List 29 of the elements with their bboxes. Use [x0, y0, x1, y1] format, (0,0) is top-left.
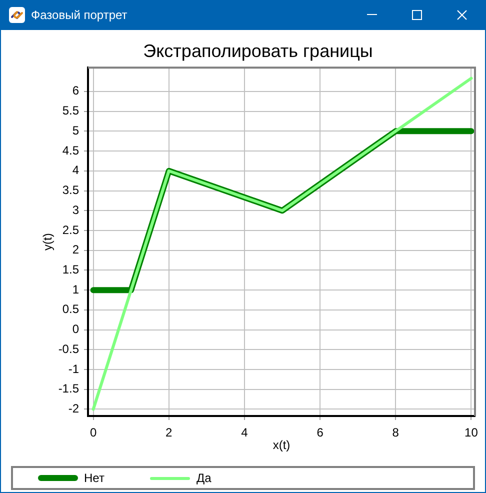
x-tick-label: 4	[241, 426, 248, 440]
y-tick-label: -1	[68, 362, 80, 376]
y-tick-label: 3	[72, 202, 80, 217]
y-tick-label: 4.5	[62, 143, 80, 158]
y-tick-label: 1.5	[62, 262, 80, 277]
legend-label: Да	[196, 471, 212, 485]
text: Фазовый портрет	[31, 7, 128, 23]
x-axis-title: x(t)	[272, 438, 290, 452]
y-tick-label: -2	[68, 402, 80, 416]
y-tick-label: 3.5	[62, 183, 80, 198]
chart-title: Экстраполировать границы	[143, 40, 373, 61]
y-axis-title: y(t)	[40, 233, 55, 250]
legend-label: Нет	[84, 471, 104, 485]
x-tick-label: 0	[90, 426, 97, 440]
y-tick-label: 0.5	[62, 302, 80, 316]
y-tick-label: 4	[72, 163, 80, 178]
x-tick-label: 8	[392, 426, 400, 440]
y-tick-label: 6	[72, 84, 80, 98]
y-tick-label: 5	[72, 123, 80, 138]
x-tick-label: 6	[316, 426, 324, 440]
y-tick-label: 2	[72, 242, 80, 257]
y-tick-label: 5.5	[62, 104, 80, 118]
y-tick-label: -0.5	[58, 342, 80, 356]
y-tick-label: 2.5	[62, 222, 80, 237]
x-tick-label: 2	[166, 426, 173, 440]
y-tick-label: 0	[72, 322, 80, 336]
y-tick-label: -1.5	[58, 382, 80, 396]
x-tick-label: 10	[464, 426, 478, 440]
y-tick-label: 1	[72, 282, 80, 296]
